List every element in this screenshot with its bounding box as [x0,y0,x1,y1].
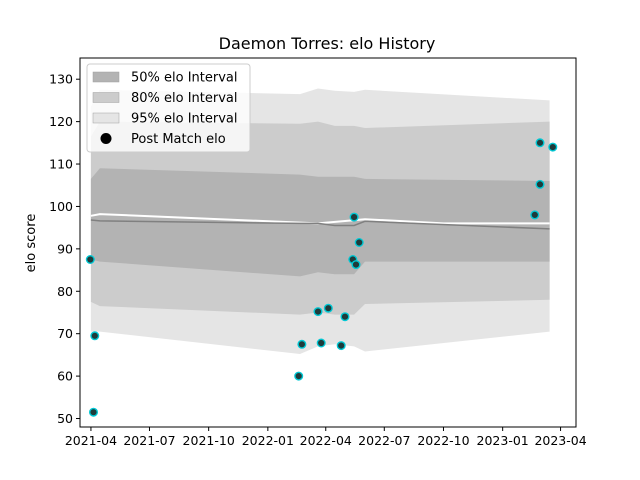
mean-white-line [90,213,550,225]
legend-label: Post Match elo [131,132,226,147]
legend-label: 80% elo Interval [131,91,238,106]
post-match-point [88,407,98,417]
x-tick-label: 2022-01 [242,433,294,448]
y-tick-label: 70 [57,326,73,341]
x-tick-label: 2022-04 [300,433,352,448]
post-match-point [340,312,350,322]
legend-label: 95% elo Interval [131,112,238,127]
x-tick-label: 2023-01 [477,433,529,448]
axes-frame [79,57,577,428]
mean-line [90,219,550,230]
x-tick-label: 2021-07 [123,433,175,448]
post-match-point [323,303,333,313]
post-match-point [85,254,95,264]
post-match-point [349,212,359,222]
y-tick-label: 60 [57,369,73,384]
post-match-point [297,339,307,349]
legend-label: 50% elo Interval [131,71,238,86]
y-tick-label: 80 [57,284,73,299]
post-match-point [351,260,361,270]
y-tick-label: 90 [57,241,73,256]
y-tick-label: 120 [49,114,73,129]
post-match-point [535,179,545,189]
x-tick-label: 2021-04 [65,433,117,448]
legend-swatch-band80 [92,92,120,103]
post-match-point [294,371,304,381]
y-axis-label: elo score [24,214,39,273]
post-match-point [535,138,545,148]
x-tick-label: 2022-10 [417,433,469,448]
y-tick-label: 50 [57,411,73,426]
post-match-point [354,237,364,247]
plot-area [85,88,558,417]
legend-swatch-band50 [92,71,120,83]
post-match-point [90,331,100,341]
post-match-point [316,338,326,348]
y-tick-label: 100 [49,199,73,214]
axes: 50 60 70 80 90 100 110 120 130 2021-04 2021-07 2021… [49,57,587,448]
y-tick-label: 110 [49,157,73,172]
chart-title: Daemon Torres: elo History [219,34,436,53]
legend-box [86,63,251,153]
x-tick-label: 2021-10 [183,433,235,448]
post-match-point [548,142,558,152]
post-match-point [530,210,540,220]
y-tick-label: 130 [49,72,73,87]
plot-inner [85,88,558,417]
x-tick-label: 2022-07 [358,433,410,448]
legend: 50% elo Interval 80% elo Interval 95% elo … [86,63,251,153]
legend-swatch-points [100,133,112,144]
post-match-point [336,341,346,351]
x-tick-label: 2023-04 [534,433,586,448]
legend-swatch-band95 [92,112,120,124]
post-match-point [313,307,323,317]
